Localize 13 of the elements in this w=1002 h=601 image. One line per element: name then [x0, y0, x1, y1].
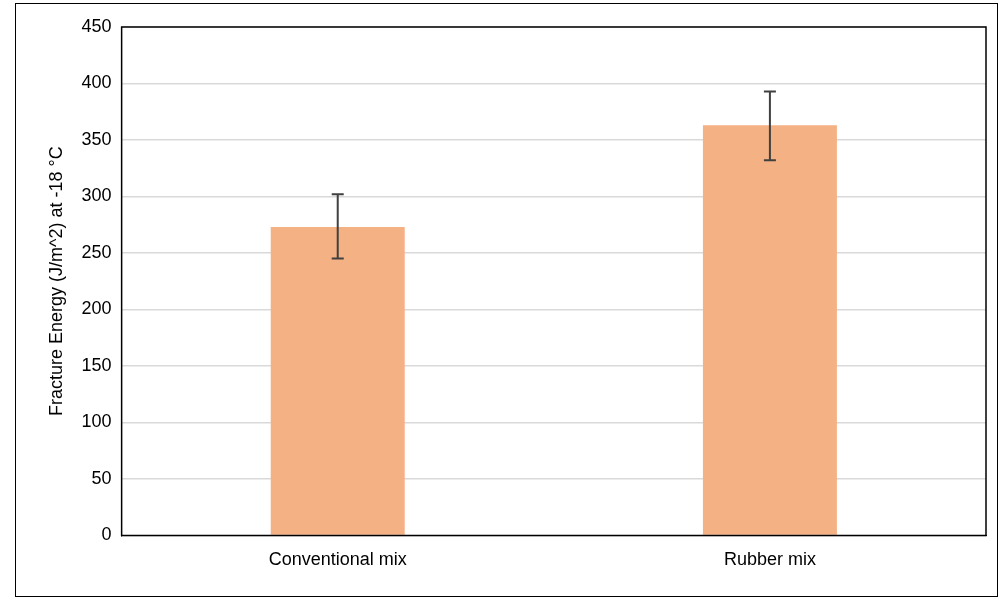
y-tick-label: 0 [101, 524, 112, 545]
y-tick-label: 250 [81, 241, 112, 262]
y-tick-label: 150 [81, 354, 112, 375]
y-tick-label: 200 [81, 298, 112, 319]
y-tick-label: 450 [81, 15, 112, 36]
y-tick-label: 400 [81, 72, 112, 93]
y-tick-label: 100 [81, 411, 112, 432]
y-tick-label: 350 [81, 128, 112, 149]
y-tick-label: 50 [91, 467, 112, 488]
x-tick-label: Conventional mix [268, 549, 407, 570]
y-tick-label: 300 [81, 185, 112, 206]
y-axis-title: Fracture Energy (J/m^2) at -18 °C [45, 146, 66, 417]
x-tick-label: Rubber mix [723, 549, 816, 570]
